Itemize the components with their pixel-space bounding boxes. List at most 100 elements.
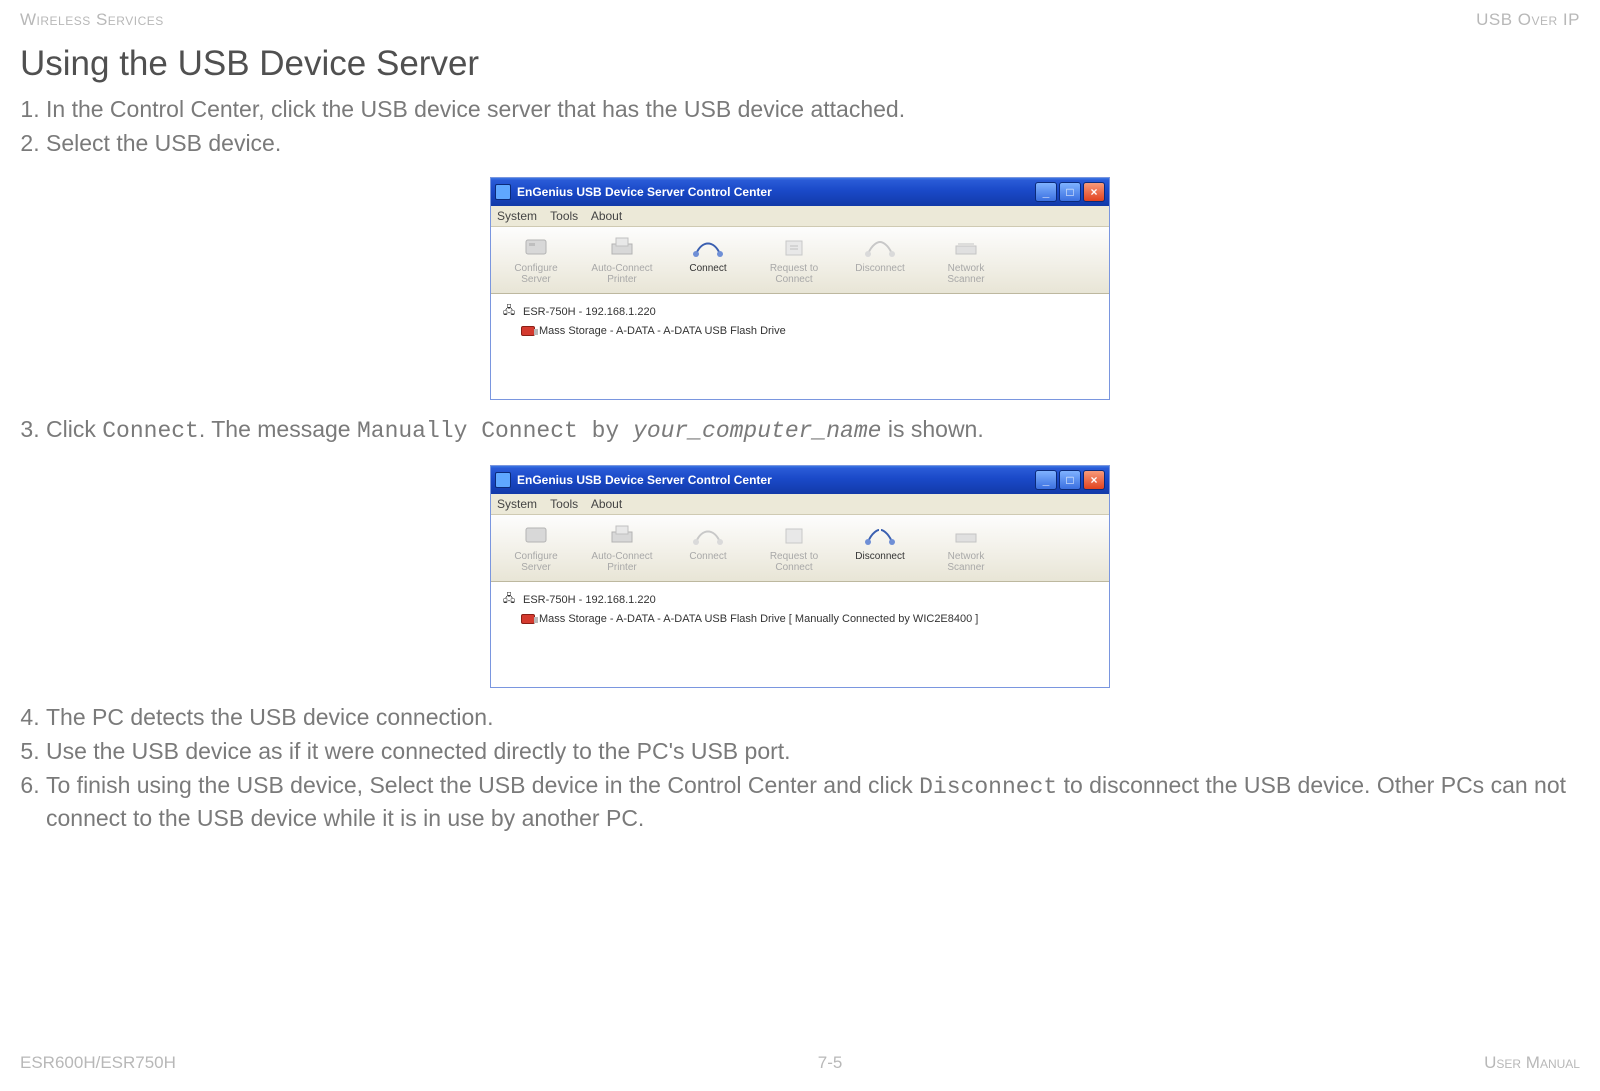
screenshot-1: EnGenius USB Device Server Control Cente… [20, 177, 1580, 400]
cn1-2: Connect [666, 552, 750, 563]
ac2-2: Printer [580, 563, 664, 574]
usb-icon-2 [521, 614, 535, 624]
window-title-2: EnGenius USB Device Server Control Cente… [517, 473, 772, 487]
s3a: Click [46, 416, 102, 442]
device-tree: 🖧 ESR-750H - 192.168.1.220 Mass Storage … [491, 294, 1109, 399]
menu-system[interactable]: System [497, 209, 537, 223]
maximize-button[interactable]: □ [1059, 182, 1081, 202]
usb-device-row-2[interactable]: Mass Storage - A-DATA - A-DATA USB Flash… [521, 611, 1101, 627]
printer-icon-2 [600, 522, 644, 550]
disconnect-icon-2 [858, 522, 902, 550]
window-title: EnGenius USB Device Server Control Cente… [517, 185, 772, 199]
device-tree-2: 🖧 ESR-750H - 192.168.1.220 Mass Storage … [491, 582, 1109, 687]
disconnect-label1: Disconnect [838, 264, 922, 275]
configure-server-button[interactable]: Configure Server [493, 231, 579, 289]
server-icon [514, 234, 558, 262]
s3e: your_computer_name [633, 418, 881, 444]
sc2-2: Scanner [924, 563, 1008, 574]
menu-bar-2: System Tools About [491, 494, 1109, 515]
step-6: To finish using the USB device, Select t… [46, 770, 1580, 834]
window: EnGenius USB Device Server Control Cente… [490, 177, 1110, 400]
minimize-button[interactable]: _ [1035, 182, 1057, 202]
minimize-button-2[interactable]: _ [1035, 470, 1057, 490]
rq2-2: Connect [752, 563, 836, 574]
step-3: Click Connect. The message Manually Conn… [46, 414, 1580, 447]
s3f: is shown. [881, 416, 983, 442]
close-button[interactable]: × [1083, 182, 1105, 202]
autoconn-label2: Printer [580, 275, 664, 286]
server-row-label-2: ESR-750H - 192.168.1.220 [523, 594, 656, 606]
disconnect-icon [858, 234, 902, 262]
request-to-connect-button[interactable]: Request to Connect [751, 231, 837, 289]
title-bar-2: EnGenius USB Device Server Control Cente… [491, 466, 1109, 494]
toolbar-2: Configure Server Auto-Connect Printer Co… [491, 515, 1109, 582]
window-2: EnGenius USB Device Server Control Cente… [490, 465, 1110, 688]
auto-connect-printer-button-2[interactable]: Auto-Connect Printer [579, 519, 665, 577]
server-row[interactable]: 🖧 ESR-750H - 192.168.1.220 [499, 300, 1101, 323]
connect-label1: Connect [666, 264, 750, 275]
connect-button[interactable]: Connect [665, 231, 751, 289]
disconnect-button[interactable]: Disconnect [837, 231, 923, 289]
scanner-icon-2 [944, 522, 988, 550]
auto-connect-printer-button[interactable]: Auto-Connect Printer [579, 231, 665, 289]
footer-right: User Manual [1484, 1053, 1580, 1073]
close-button-2[interactable]: × [1083, 470, 1105, 490]
usb-device-label-2: Mass Storage - A-DATA - A-DATA USB Flash… [539, 613, 978, 625]
usb-device-label: Mass Storage - A-DATA - A-DATA USB Flash… [539, 325, 786, 337]
s3c: . The message [199, 416, 357, 442]
footer-left: ESR600H/ESR750H [20, 1053, 176, 1073]
connect-button-2[interactable]: Connect [665, 519, 751, 577]
network-scanner-button[interactable]: Network Scanner [923, 231, 1009, 289]
s6b: Disconnect [919, 774, 1057, 800]
connect-icon-2 [686, 522, 730, 550]
configure-label2: Server [494, 275, 578, 286]
menu-about[interactable]: About [591, 209, 622, 223]
usb-icon [521, 326, 535, 336]
menu-tools[interactable]: Tools [550, 209, 578, 223]
step-2: Select the USB device. [46, 128, 1580, 159]
disconnect-button-2[interactable]: Disconnect [837, 519, 923, 577]
header-right: USB Over IP [1476, 10, 1580, 30]
request-icon [772, 234, 816, 262]
server-row-2[interactable]: 🖧 ESR-750H - 192.168.1.220 [499, 588, 1101, 611]
s6a: To finish using the USB device, Select t… [46, 772, 919, 798]
menu-system-2[interactable]: System [497, 497, 537, 511]
header-left: Wireless Services [20, 10, 164, 30]
dc1-2: Disconnect [838, 552, 922, 563]
connect-icon [686, 234, 730, 262]
server-icon-2 [514, 522, 558, 550]
request-label2: Connect [752, 275, 836, 286]
page-header: Wireless Services USB Over IP [20, 10, 1580, 30]
menu-bar: System Tools About [491, 206, 1109, 227]
app-icon-2 [495, 472, 511, 488]
menu-tools-2[interactable]: Tools [550, 497, 578, 511]
scanner-icon [944, 234, 988, 262]
instruction-list: In the Control Center, click the USB dev… [46, 94, 1580, 159]
page-footer: ESR600H/ESR750H 7-5 User Manual [20, 1053, 1580, 1073]
instruction-list-2: Click Connect. The message Manually Conn… [46, 414, 1580, 447]
page-title: Using the USB Device Server [20, 44, 1580, 84]
server-row-label: ESR-750H - 192.168.1.220 [523, 306, 656, 318]
step-1: In the Control Center, click the USB dev… [46, 94, 1580, 125]
s3d: Manually Connect by [357, 418, 633, 444]
instruction-list-3: The PC detects the USB device connection… [46, 702, 1580, 834]
maximize-button-2[interactable]: □ [1059, 470, 1081, 490]
printer-icon [600, 234, 644, 262]
request-icon-2 [772, 522, 816, 550]
router-icon-2: 🖧 [499, 590, 519, 609]
toolbar: Configure Server Auto-Connect Printer Co… [491, 227, 1109, 294]
menu-about-2[interactable]: About [591, 497, 622, 511]
scanner-label2: Scanner [924, 275, 1008, 286]
title-bar: EnGenius USB Device Server Control Cente… [491, 178, 1109, 206]
cfg2-2: Server [494, 563, 578, 574]
request-to-connect-button-2[interactable]: Request to Connect [751, 519, 837, 577]
app-icon [495, 184, 511, 200]
configure-server-button-2[interactable]: Configure Server [493, 519, 579, 577]
step-5: Use the USB device as if it were connect… [46, 736, 1580, 767]
usb-device-row[interactable]: Mass Storage - A-DATA - A-DATA USB Flash… [521, 323, 1101, 339]
screenshot-2: EnGenius USB Device Server Control Cente… [20, 465, 1580, 688]
network-scanner-button-2[interactable]: Network Scanner [923, 519, 1009, 577]
s3b: Connect [102, 418, 199, 444]
step-4: The PC detects the USB device connection… [46, 702, 1580, 733]
footer-center: 7-5 [818, 1053, 843, 1073]
